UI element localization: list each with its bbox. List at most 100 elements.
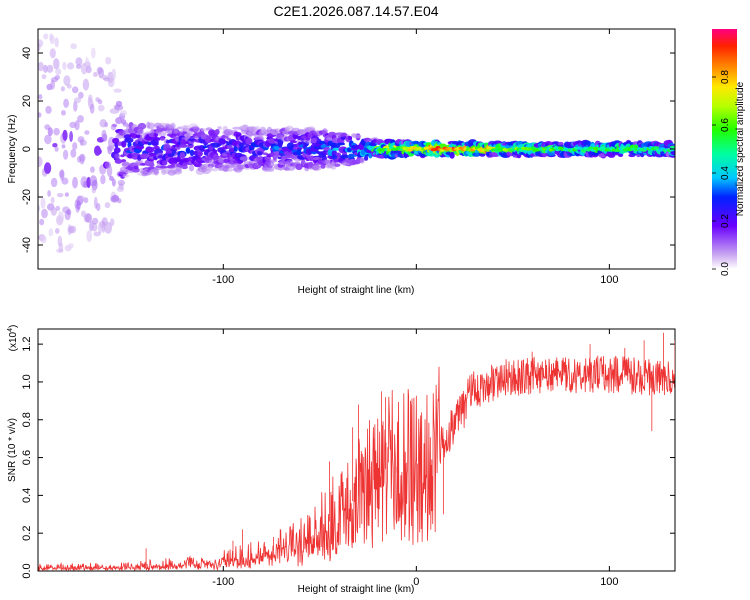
spectrogram-cell xyxy=(268,161,275,168)
snr-y-label: SNR (10 * v/v) xyxy=(7,418,18,482)
spectrogram-cell xyxy=(296,149,302,156)
spectrogram-cell xyxy=(175,138,180,142)
colorbar-tick-label: 0.8 xyxy=(720,70,731,84)
spectrogram-cell xyxy=(54,75,60,80)
spectrogram-cell xyxy=(57,211,64,224)
spectrogram-cell xyxy=(586,140,592,147)
spectrogram-cell xyxy=(262,152,269,156)
spectrogram-cell xyxy=(73,100,78,112)
spectrogram-cell xyxy=(193,126,201,133)
spectrogram-cell xyxy=(60,86,65,92)
spectrogram-cell xyxy=(63,98,69,109)
spectrogram-cell xyxy=(117,179,126,186)
spectrogram-y-tick-label: 0 xyxy=(21,146,33,152)
spectrogram-cell xyxy=(111,68,116,81)
snr-x-tick-label: -100 xyxy=(212,576,234,588)
spectrogram-cell xyxy=(62,129,68,141)
spectrogram-cell xyxy=(59,169,65,181)
snr-x-axis: -100 0 100 xyxy=(212,329,619,588)
spectrogram-cell xyxy=(174,127,179,134)
spectrogram-marks xyxy=(38,33,675,253)
spectrogram-cell xyxy=(88,94,93,103)
spectrogram-cell xyxy=(91,185,97,194)
spectrogram-y-tick-label: 20 xyxy=(21,95,33,107)
spectrogram-x-axis: -100 100 xyxy=(212,29,619,286)
spectrogram-cell xyxy=(66,84,72,89)
spectrogram-cell xyxy=(74,120,80,131)
spectrogram-cell xyxy=(55,205,61,211)
spectrogram-cell xyxy=(113,147,121,154)
spectrogram-cell xyxy=(82,78,90,91)
spectrogram-cell xyxy=(137,122,147,130)
spectrogram-cell xyxy=(116,186,125,192)
spectrogram-cell xyxy=(84,130,90,135)
spectrogram-cell xyxy=(97,99,103,105)
spectrogram-x-tick-label: 100 xyxy=(600,274,618,286)
spectrogram-cell xyxy=(112,137,120,144)
snr-y-tick-label: 0.0 xyxy=(21,563,33,578)
spectrogram-cell xyxy=(160,137,165,141)
spectrogram-cell xyxy=(75,64,82,69)
spectrogram-cell xyxy=(56,192,64,198)
spectrogram-cell xyxy=(44,134,52,145)
spectrogram-cell xyxy=(118,170,129,176)
spectrogram-cell xyxy=(121,162,131,167)
spectrogram-cell xyxy=(131,167,141,173)
spectrogram-cell xyxy=(337,142,346,146)
spectrogram-cell xyxy=(101,129,107,141)
snr-frame xyxy=(37,328,676,572)
spectrogram-cell xyxy=(332,147,340,151)
spectrogram-cell xyxy=(226,137,231,141)
spectrogram-cell xyxy=(39,218,45,226)
spectrogram-cell xyxy=(347,136,353,140)
snr-x-tick-label: 100 xyxy=(600,576,618,588)
spectrogram-cell xyxy=(96,148,102,155)
spectrogram-cell xyxy=(104,202,111,209)
spectrogram-cell xyxy=(530,146,536,150)
spectrogram-cell xyxy=(43,64,48,73)
spectrogram-cell xyxy=(185,147,191,154)
spectrogram-cell xyxy=(178,144,188,148)
spectrogram-cell xyxy=(170,122,176,129)
spectrogram-cell xyxy=(227,168,234,172)
spectrogram-cell xyxy=(449,151,455,159)
spectrogram-cell xyxy=(618,153,624,157)
spectrogram-cell xyxy=(340,154,349,159)
snr-y-axis: 0.0 0.2 0.4 0.6 0.8 1.0 1.2 xyxy=(21,336,675,579)
snr-x-tick-label: 0 xyxy=(413,576,419,588)
spectrogram-cell xyxy=(348,153,355,159)
spectrogram-cell xyxy=(91,217,99,225)
spectrogram-cell xyxy=(61,110,66,116)
spectrogram-cell xyxy=(104,221,112,234)
snr-x-label: Height of straight line (km) xyxy=(298,584,415,595)
spectrogram-cell xyxy=(105,56,112,65)
spectrogram-cell xyxy=(54,146,59,152)
spectrogram-cell xyxy=(106,165,113,177)
spectrogram-cell xyxy=(83,197,89,204)
spectrogram-cell xyxy=(214,129,220,135)
spectrogram-cell xyxy=(93,231,101,237)
spectrogram-cell xyxy=(114,142,119,149)
spectrogram-cell xyxy=(62,61,67,70)
spectrogram-cell xyxy=(407,148,413,152)
spectrogram-cell xyxy=(104,121,109,128)
spectrogram-cell xyxy=(153,137,161,141)
spectrogram-cell xyxy=(91,47,96,59)
snr-y-tick-label: 0.8 xyxy=(21,412,33,427)
spectrogram-cell xyxy=(45,105,52,114)
spectrogram-cell xyxy=(52,143,58,148)
spectrogram-cell xyxy=(69,225,77,234)
spectrogram-cell xyxy=(46,64,54,73)
spectrogram-cell xyxy=(122,174,130,178)
spectrogram-cell xyxy=(137,128,144,135)
spectrogram-cell xyxy=(40,235,47,244)
spectrogram-cell xyxy=(66,209,72,216)
spectrogram-cell xyxy=(557,141,564,146)
spectrogram-x-tick-label: -100 xyxy=(212,274,234,286)
spectrogram-cell xyxy=(223,129,234,136)
spectrogram-cell xyxy=(334,163,341,167)
spectrogram-cell xyxy=(63,75,71,86)
spectrogram-cell xyxy=(100,174,106,185)
spectrogram-cell xyxy=(147,122,155,130)
